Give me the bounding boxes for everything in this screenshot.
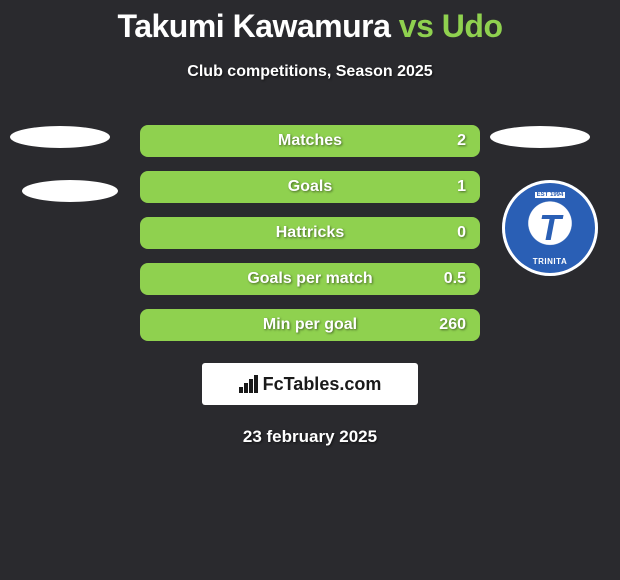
bars-icon [239,375,259,393]
stat-value: 260 [439,316,466,334]
stat-value: 2 [457,132,466,150]
crest-est: EST 1994 [535,192,566,198]
stat-label: Goals [288,178,332,196]
stat-label: Matches [278,132,342,150]
player1-indicator-mid [22,180,118,202]
stat-label: Min per goal [263,316,357,334]
date-text: 23 february 2025 [0,427,620,447]
title-vs: vs [399,8,434,44]
player2-indicator-top [490,126,590,148]
player1-indicator-top [10,126,110,148]
stat-row: Goals 1 [140,171,480,203]
page-title: Takumi Kawamura vs Udo [0,0,620,45]
stat-row: Matches 2 [140,125,480,157]
stat-label: Goals per match [247,270,372,288]
stat-label: Hattricks [276,224,344,242]
title-player2: Udo [442,8,503,44]
brand-text: FcTables.com [263,374,382,395]
title-player1: Takumi Kawamura [118,8,391,44]
stat-row: Goals per match 0.5 [140,263,480,295]
stat-row: Min per goal 260 [140,309,480,341]
crest-team: TRINITA [533,257,567,266]
team-crest: EST 1994 T TRINITA [502,180,598,276]
stat-value: 0 [457,224,466,242]
stat-value: 0.5 [444,270,466,288]
subtitle: Club competitions, Season 2025 [0,63,620,81]
stat-value: 1 [457,178,466,196]
stat-row: Hattricks 0 [140,217,480,249]
brand-box: FcTables.com [202,363,418,405]
crest-letter: T [539,207,561,249]
